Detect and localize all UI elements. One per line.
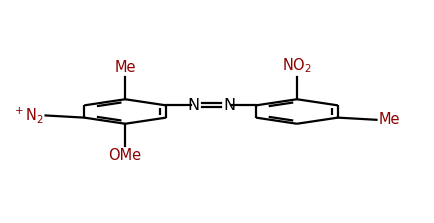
Text: OMe: OMe [108, 148, 141, 163]
Text: N: N [187, 98, 199, 113]
Text: N: N [223, 98, 235, 113]
Text: Me: Me [114, 60, 135, 75]
Text: NO$_2$: NO$_2$ [281, 57, 311, 75]
Text: Me: Me [378, 112, 399, 127]
Text: $^+$N$_2$: $^+$N$_2$ [12, 105, 43, 126]
